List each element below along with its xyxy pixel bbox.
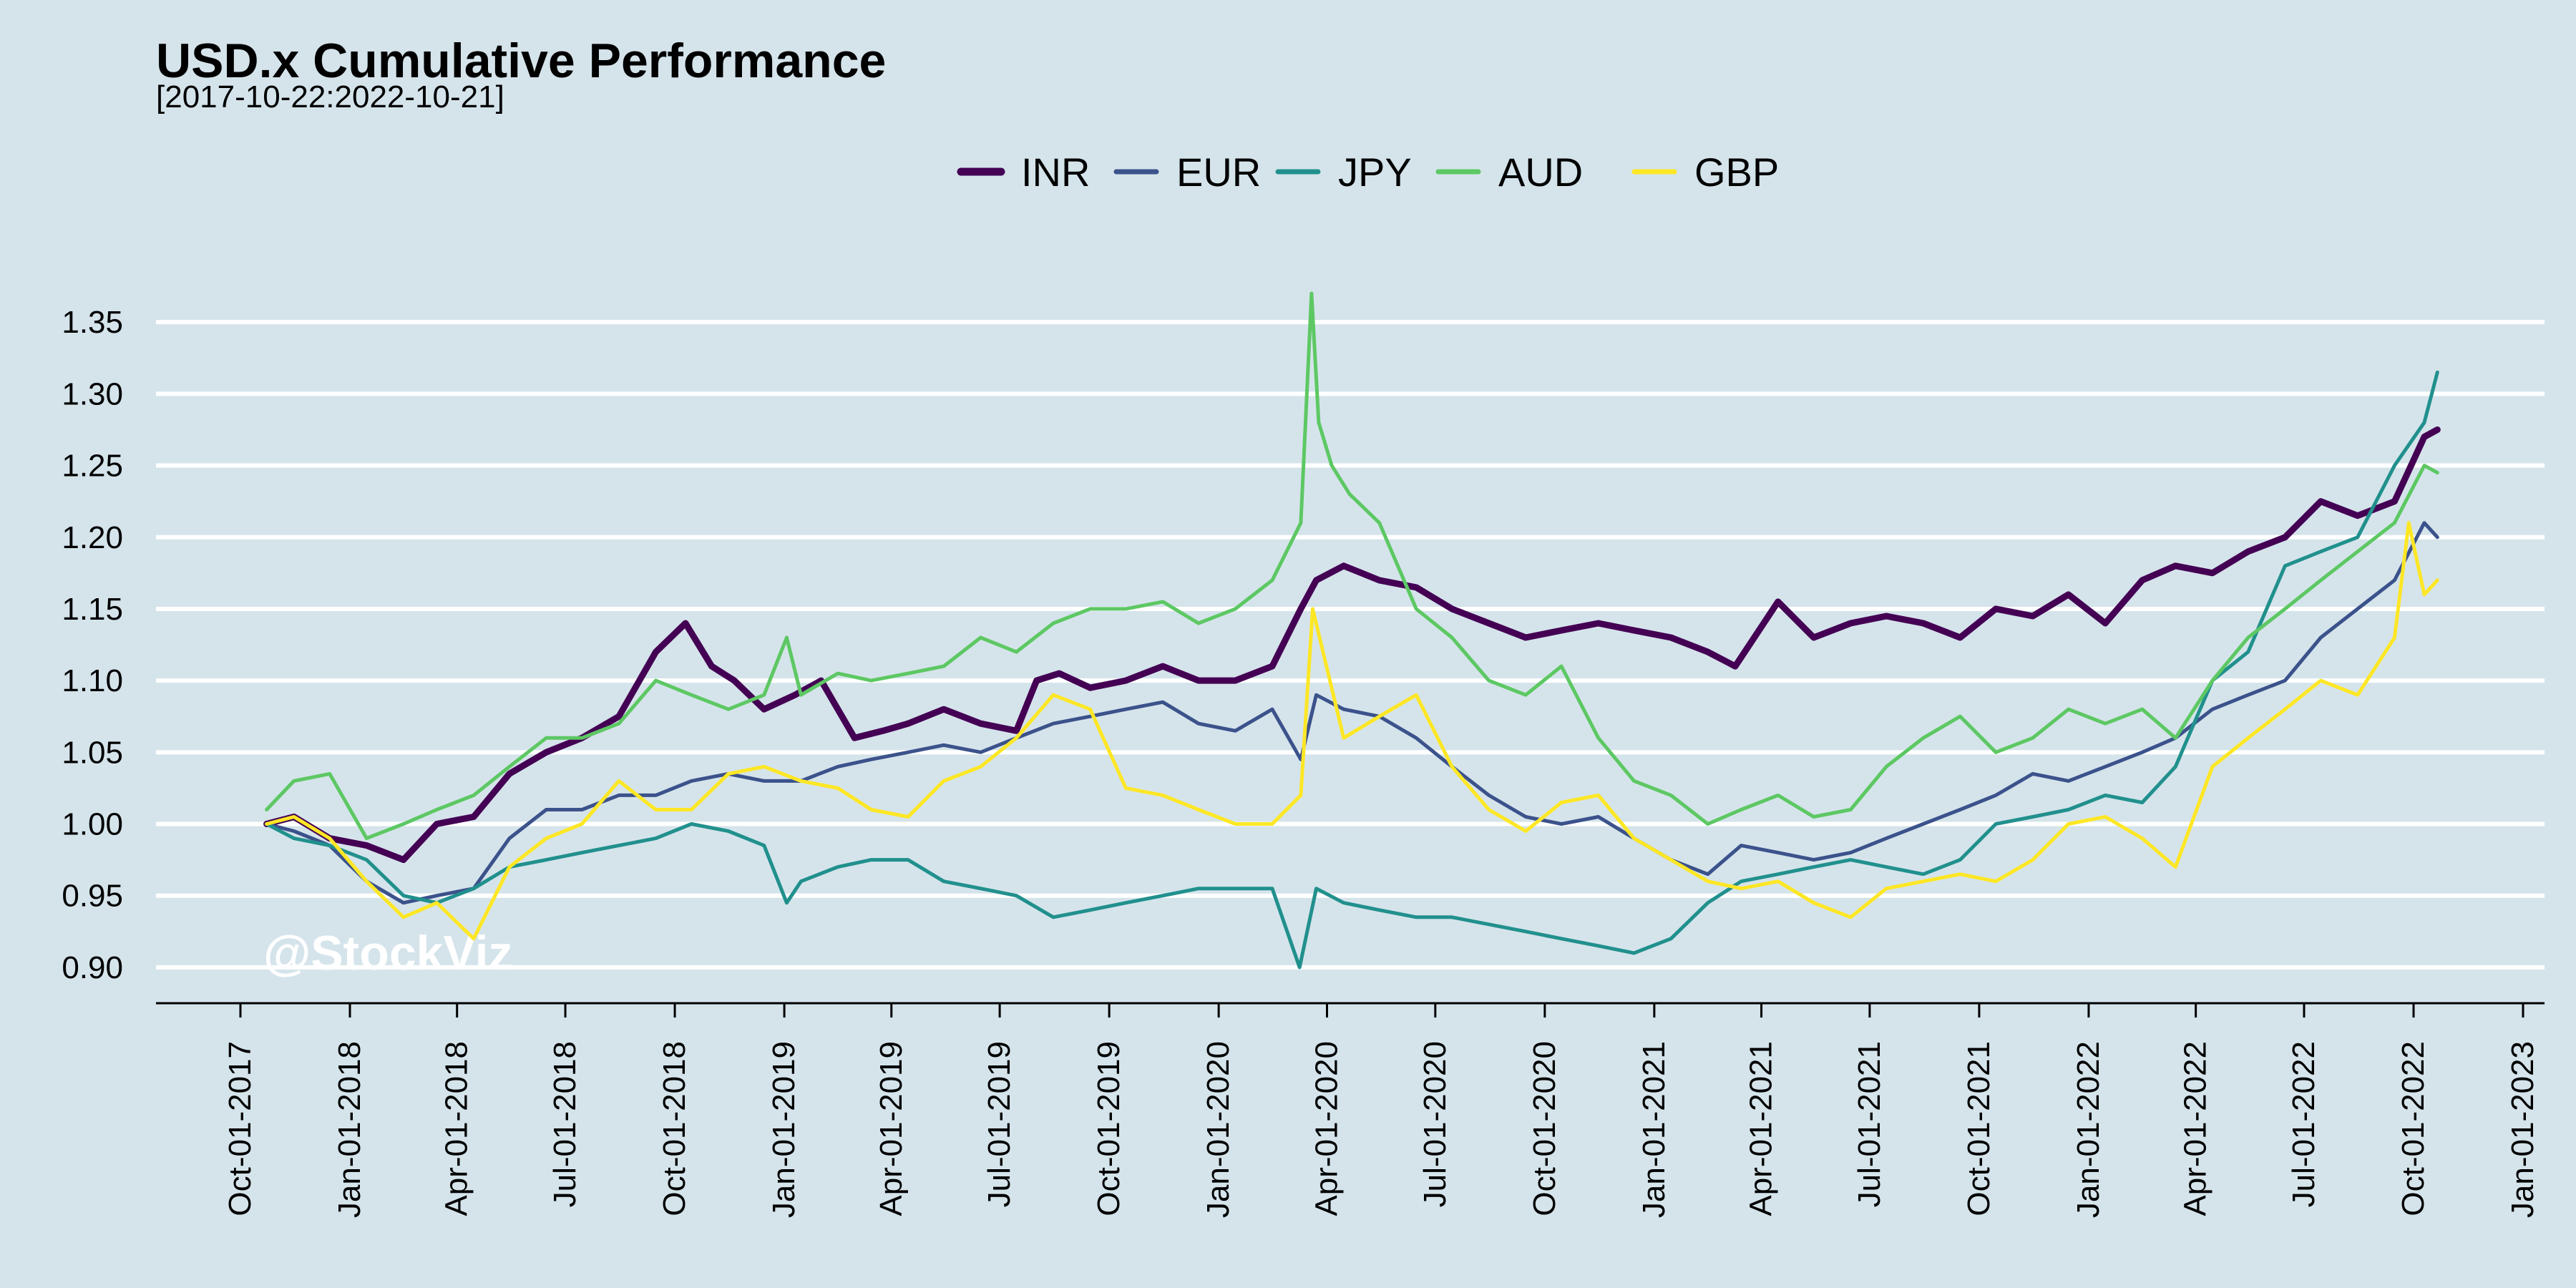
legend-label-inr: INR bbox=[1021, 150, 1090, 195]
y-tick-label: 1.05 bbox=[62, 735, 123, 770]
x-tick-label: Oct-01-2022 bbox=[2396, 1041, 2431, 1216]
legend-label-aud: AUD bbox=[1498, 150, 1583, 195]
x-tick-label: Oct-01-2020 bbox=[1527, 1041, 1562, 1216]
legend-label-eur: EUR bbox=[1176, 150, 1261, 195]
x-tick-label: Jan-01-2018 bbox=[332, 1041, 367, 1218]
x-tick-label: Jul-01-2018 bbox=[547, 1041, 582, 1207]
series-line-aud bbox=[265, 291, 2439, 841]
x-axis-ticks: Oct-01-2017 Jan-01-2018 Apr-01-2018 Jul-01-… bbox=[223, 1003, 2540, 1218]
x-tick-label: Oct-01-2018 bbox=[657, 1041, 692, 1216]
y-tick-label: 1.15 bbox=[62, 592, 123, 627]
y-tick-label: 0.90 bbox=[62, 950, 123, 985]
series-line-eur bbox=[265, 521, 2439, 905]
x-tick-label: Apr-01-2020 bbox=[1309, 1041, 1344, 1216]
series-lines bbox=[263, 291, 2441, 970]
y-tick-label: 1.10 bbox=[62, 663, 123, 698]
x-tick-label: Jul-01-2020 bbox=[1418, 1041, 1453, 1207]
x-tick-label: Jan-01-2021 bbox=[1636, 1041, 1672, 1218]
x-tick-label: Jan-01-2023 bbox=[2505, 1041, 2540, 1218]
legend-label-jpy: JPY bbox=[1338, 150, 1412, 195]
y-gridlines bbox=[156, 320, 2545, 970]
x-tick-label: Apr-01-2022 bbox=[2178, 1041, 2213, 1216]
x-tick-label: Jan-01-2019 bbox=[766, 1041, 801, 1218]
y-axis-ticks: 0.90 0.95 1.00 1.05 1.10 1.15 1.20 1.25 1.30 1.35 bbox=[62, 305, 123, 985]
series-line-inr bbox=[263, 426, 2441, 864]
y-tick-label: 1.30 bbox=[62, 376, 123, 411]
x-tick-label: Oct-01-2021 bbox=[1961, 1041, 1996, 1216]
x-tick-label: Jul-01-2019 bbox=[982, 1041, 1017, 1207]
series-line-jpy bbox=[265, 370, 2439, 970]
x-tick-label: Apr-01-2019 bbox=[874, 1041, 909, 1216]
x-tick-label: Jan-01-2020 bbox=[1201, 1041, 1236, 1218]
y-tick-label: 1.25 bbox=[62, 449, 123, 484]
x-tick-label: Apr-01-2021 bbox=[1744, 1041, 1779, 1216]
y-tick-label: 0.95 bbox=[62, 879, 123, 914]
legend: INR EUR JPY AUD GBP bbox=[957, 150, 1779, 195]
chart-title: USD.x Cumulative Performance bbox=[156, 34, 886, 88]
chart-subtitle: [2017-10-22:2022-10-21] bbox=[156, 79, 504, 114]
y-tick-label: 1.20 bbox=[62, 520, 123, 555]
y-tick-label: 1.00 bbox=[62, 807, 123, 842]
x-tick-label: Oct-01-2019 bbox=[1091, 1041, 1126, 1216]
x-tick-label: Jul-01-2021 bbox=[1852, 1041, 1887, 1207]
x-tick-label: Oct-01-2017 bbox=[223, 1041, 258, 1216]
legend-label-gbp: GBP bbox=[1694, 150, 1779, 195]
series-line-gbp bbox=[265, 521, 2439, 941]
x-tick-label: Jan-01-2022 bbox=[2071, 1041, 2106, 1218]
x-tick-label: Apr-01-2018 bbox=[439, 1041, 474, 1216]
x-tick-label: Jul-01-2022 bbox=[2286, 1041, 2321, 1207]
y-tick-label: 1.35 bbox=[62, 305, 123, 340]
